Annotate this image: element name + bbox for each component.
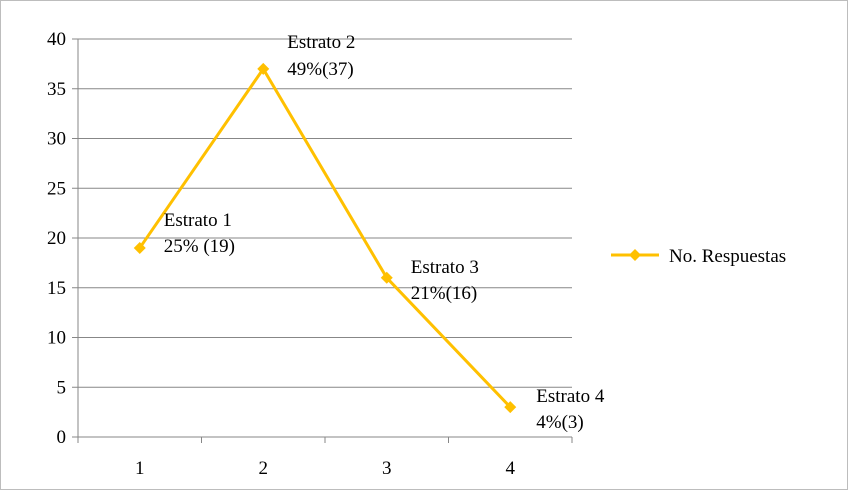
x-tick-label: 3: [382, 458, 392, 479]
y-tick-label: 30: [47, 129, 66, 150]
y-axis-ticks: 0 5 10 15 20 25 30 35 40: [47, 29, 78, 448]
y-tick-label: 40: [47, 29, 66, 50]
data-label-category: Estrato 1: [164, 210, 232, 231]
series-line: [133, 62, 517, 414]
x-tick-label: 2: [259, 458, 269, 479]
data-point-diamond: [380, 271, 393, 284]
data-label-value: 4%(3): [536, 412, 583, 433]
y-tick-label: 5: [57, 377, 67, 398]
legend-label: No. Respuestas: [669, 246, 786, 267]
data-label-value: 49%(37): [287, 59, 353, 80]
x-tick-label: 4: [506, 458, 516, 479]
data-label-category: Estrato 4: [536, 386, 605, 407]
y-tick-label: 10: [47, 328, 66, 349]
x-tick-label: 1: [135, 458, 145, 479]
data-point-diamond: [133, 241, 146, 254]
data-label-value: 21%(16): [411, 283, 477, 304]
data-label-category: Estrato 2: [287, 32, 355, 53]
series-line-path: [138, 67, 512, 409]
y-tick-label: 25: [47, 178, 66, 199]
data-label-value: 25% (19): [164, 236, 235, 257]
y-tick-label: 20: [47, 228, 66, 249]
y-tick-label: 0: [57, 427, 67, 448]
data-point-diamond: [504, 401, 517, 414]
legend-diamond-icon: [629, 249, 641, 261]
data-labels: Estrato 1 25% (19) Estrato 2 49%(37) Estrato…: [164, 32, 605, 433]
x-axis-ticks: 1 2 3 4: [77, 437, 573, 479]
y-tick-label: 15: [47, 278, 66, 299]
data-point-diamond: [257, 62, 270, 75]
gridlines: [78, 38, 572, 388]
y-tick-label: 35: [47, 79, 66, 100]
data-label-category: Estrato 3: [411, 257, 479, 278]
legend: No. Respuestas: [611, 246, 786, 267]
